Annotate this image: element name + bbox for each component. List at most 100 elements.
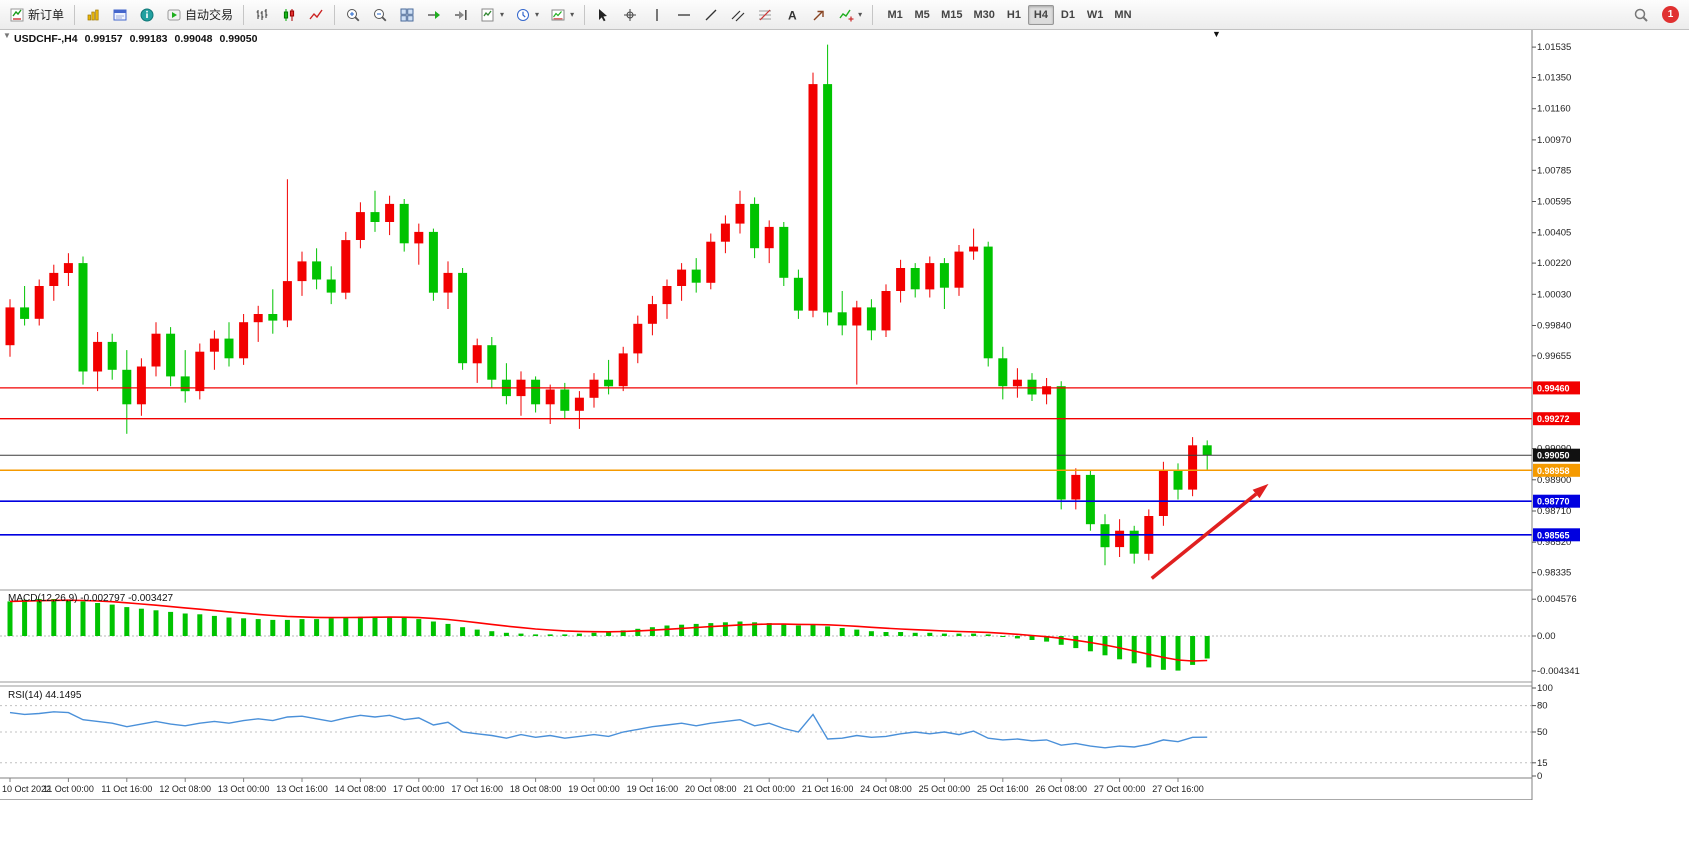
timeframe-button-MN[interactable]: MN [1109, 5, 1136, 25]
chart-shift-button[interactable] [448, 3, 474, 27]
timeframe-button-M30[interactable]: M30 [969, 5, 1000, 25]
chevron-down-icon: ▾ [535, 10, 540, 19]
macd-bar [985, 634, 991, 636]
candlestick-chart-icon [283, 8, 295, 21]
auto-scroll-icon [428, 10, 441, 19]
add-indicator-button[interactable]: ▾ [833, 3, 867, 27]
macd-bar [343, 617, 349, 636]
bar-chart-button[interactable] [249, 3, 275, 27]
market-watch-button[interactable] [80, 3, 106, 27]
candle [560, 389, 570, 411]
autotrade-button[interactable]: 自动交易 [161, 3, 238, 27]
chart-title: USDCHF-,H4 0.99157 0.99183 0.99048 0.990… [14, 33, 257, 45]
timeframe-button-M1[interactable]: M1 [882, 5, 908, 25]
timeframe-button-D1[interactable]: D1 [1055, 5, 1081, 25]
candle [852, 307, 862, 326]
toolbar-right: 1 [1628, 3, 1689, 27]
search-button[interactable] [1628, 3, 1654, 27]
candle [647, 304, 657, 324]
macd-bar [299, 619, 305, 636]
candles [5, 44, 1212, 566]
template-button[interactable]: ▾ [545, 3, 579, 27]
macd-bar [109, 604, 115, 636]
template-icon [551, 9, 565, 20]
periodicity-button[interactable]: ▾ [510, 3, 544, 27]
candlestick-chart-button[interactable] [276, 3, 302, 27]
fibonacci-button[interactable] [752, 3, 778, 27]
macd-bar [182, 613, 188, 636]
line-chart-button[interactable] [303, 3, 329, 27]
text-label-button[interactable]: A [779, 3, 805, 27]
macd-bar [825, 626, 831, 636]
cursor-icon [599, 8, 608, 21]
autotrade-icon [167, 9, 181, 20]
chart-canvas[interactable]: 1.01535 1.01350 1.01160 1.00970 1.00785 1.005… [0, 30, 1689, 800]
rsi-scale-label: 15 [1537, 758, 1548, 769]
price-badge-0.99460 [1533, 381, 1580, 395]
vertical-line-button[interactable] [644, 3, 670, 27]
candle [1056, 386, 1066, 500]
new-order-button[interactable]: 新订单 [4, 3, 69, 27]
navigator-button[interactable] [134, 3, 160, 27]
channel-button[interactable] [725, 3, 751, 27]
crosshair-button[interactable] [617, 3, 643, 27]
candle [458, 272, 468, 364]
one-click-trading-toggle[interactable]: ▼ [3, 31, 11, 40]
data-window-button[interactable] [107, 3, 133, 27]
macd-bar [883, 632, 889, 636]
macd-bar [22, 599, 28, 636]
macd-bar [168, 611, 174, 636]
candle [428, 231, 438, 293]
macd-bar [7, 601, 13, 636]
time-label: 14 Oct 08:00 [335, 784, 387, 794]
zoom-out-button[interactable] [367, 3, 393, 27]
trendline-button[interactable] [698, 3, 724, 27]
notification-badge[interactable]: 1 [1662, 6, 1679, 23]
zoom-out-icon [374, 8, 387, 21]
chevron-down-icon: ▾ [500, 10, 505, 19]
cursor-button[interactable] [590, 3, 616, 27]
new-chart-button[interactable]: ▾ [475, 3, 509, 27]
candle [5, 307, 15, 346]
timeframe-button-M15[interactable]: M15 [936, 5, 967, 25]
timeframe-button-W1[interactable]: W1 [1082, 5, 1109, 25]
macd-bar [1087, 636, 1093, 652]
arrows-button[interactable] [806, 3, 832, 27]
candle [574, 397, 584, 411]
price-label: 1.00405 [1537, 228, 1571, 239]
macd-bar [1131, 636, 1137, 664]
candle [925, 263, 935, 290]
macd-bar [1000, 636, 1006, 637]
time-label: 27 Oct 00:00 [1094, 784, 1146, 794]
horizontal-line-button[interactable] [671, 3, 697, 27]
price-label: 1.00785 [1537, 165, 1571, 176]
candle [1027, 379, 1037, 395]
candle [341, 240, 351, 293]
zoom-in-button[interactable] [340, 3, 366, 27]
macd-bar [898, 632, 904, 636]
candle [399, 203, 409, 244]
timeframe-button-M5[interactable]: M5 [909, 5, 935, 25]
candle [545, 389, 555, 405]
macd-bar [547, 634, 553, 636]
tile-windows-button[interactable] [394, 3, 420, 27]
macd-scale-label: 0.00 [1537, 631, 1556, 642]
timeframe-button-H4[interactable]: H4 [1027, 4, 1054, 25]
text-icon: A [788, 8, 797, 22]
auto-scroll-button[interactable] [421, 3, 447, 27]
time-label: 17 Oct 00:00 [393, 784, 445, 794]
price-badge-0.98958 [1533, 463, 1580, 477]
macd-signal-line [9, 599, 1208, 662]
trend-arrow[interactable] [1150, 483, 1269, 580]
candle [122, 369, 132, 405]
timeframe-button-H1[interactable]: H1 [1001, 5, 1027, 25]
macd-bar [474, 629, 480, 636]
navigator-icon [140, 8, 154, 21]
macd-bar [270, 619, 276, 636]
candle [589, 379, 599, 398]
time-label: 21 Oct 16:00 [802, 784, 854, 794]
chevron-down-icon: ▾ [570, 10, 575, 19]
macd-bar [197, 614, 203, 636]
macd-bar [766, 623, 772, 636]
chart-shift-marker[interactable]: ▼ [1212, 29, 1221, 39]
